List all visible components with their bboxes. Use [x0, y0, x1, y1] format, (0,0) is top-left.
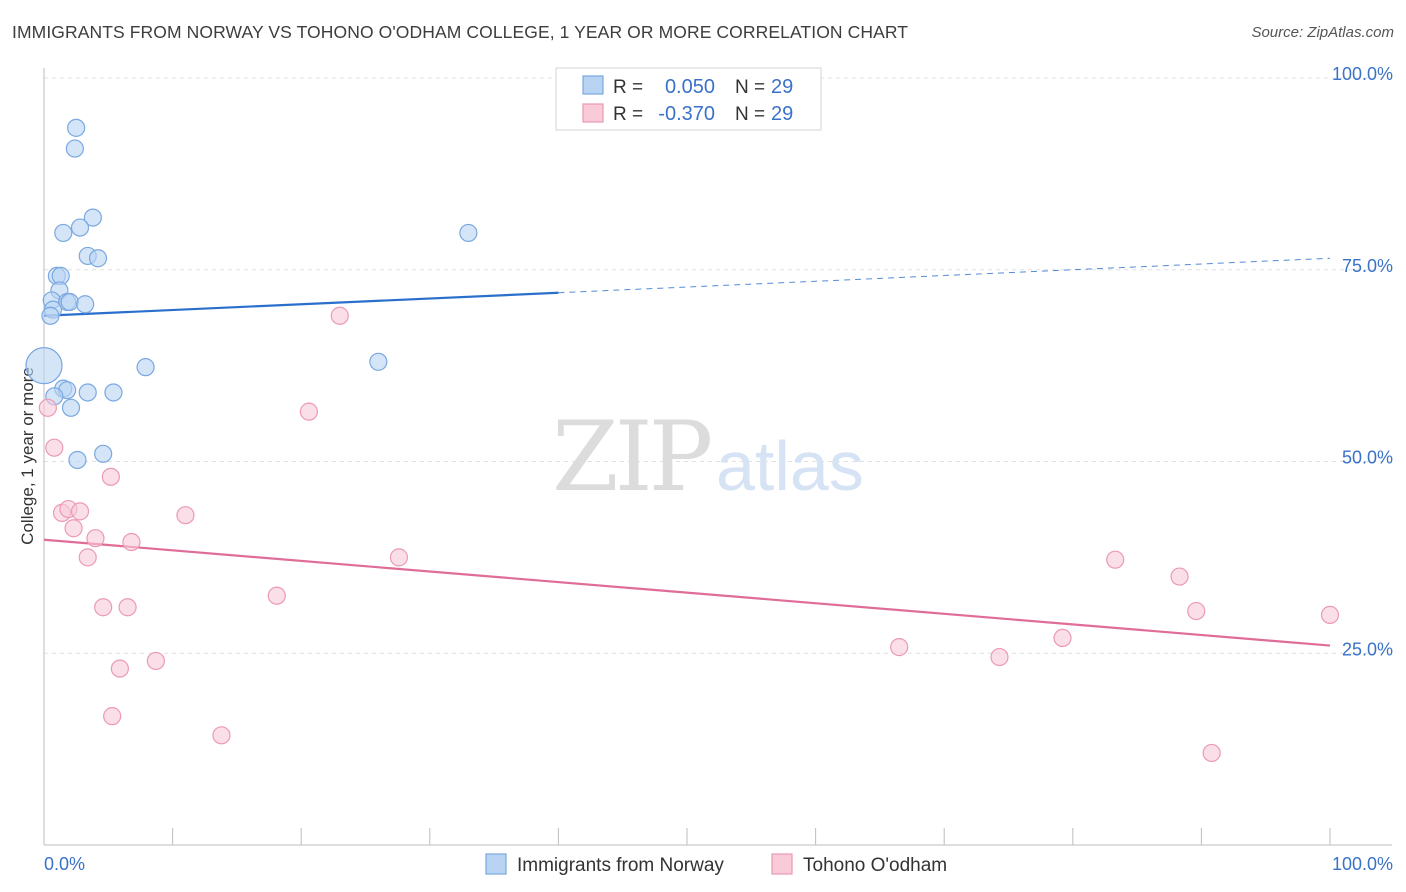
watermark-zip: ZIP	[552, 401, 711, 513]
norway-point	[70, 218, 90, 237]
norway-point	[60, 292, 79, 312]
norway-point	[65, 139, 84, 158]
tohono-point	[78, 548, 97, 567]
tohono-point	[330, 306, 349, 325]
tohono-point	[1320, 605, 1340, 625]
chart-source: Source: ZipAtlas.com	[1251, 24, 1394, 41]
grid-lines	[44, 77, 1392, 845]
stats-swatch-blue	[582, 75, 604, 95]
tohono-point	[45, 438, 64, 457]
y-tick-labels: 25.0% 50.0% 75.0% 100.0%	[1332, 64, 1393, 659]
chart-title: IMMIGRANTS FROM NORWAY VS TOHONO O'ODHAM…	[12, 22, 909, 42]
tohono-point	[212, 726, 231, 745]
tohono-point	[103, 707, 122, 726]
trend-line-norway-extrapolated	[558, 257, 1331, 294]
tohono-point	[101, 467, 120, 486]
norway-point	[104, 383, 123, 402]
trend-lines	[43, 257, 1331, 647]
tohono-point	[94, 598, 113, 617]
norway-point	[136, 358, 155, 377]
stats-r-value-2: -0.370	[658, 103, 715, 125]
y-tick-label: 100.0%	[1332, 64, 1393, 84]
y-tick-label: 25.0%	[1342, 639, 1393, 659]
stats-r-label-1: R =	[613, 77, 643, 98]
stats-n-value-2: 29	[771, 103, 793, 125]
watermark-atlas: atlas	[716, 427, 864, 505]
tohono-point	[118, 598, 137, 617]
stats-n-label-2: N =	[735, 104, 765, 125]
norway-point	[67, 118, 86, 137]
tohono-point	[990, 647, 1009, 667]
tohono-point	[38, 398, 57, 417]
stats-n-value-1: 29	[771, 76, 793, 98]
tohono-point	[110, 659, 129, 678]
stats-legend-box: R = 0.050 N = 29 R = -0.370 N = 29	[555, 67, 822, 131]
x-tick-label: 100.0%	[1332, 854, 1393, 874]
tohono-point	[146, 651, 165, 671]
tohono-point	[389, 548, 409, 567]
legend-label-norway: Immigrants from Norway	[517, 855, 724, 876]
stats-r-value-1: 0.050	[665, 76, 715, 98]
tohono-point	[1202, 743, 1221, 763]
y-axis-label: College, 1 year or more	[18, 367, 37, 545]
y-tick-label: 50.0%	[1342, 448, 1393, 468]
bottom-legend: Immigrants from Norway Tohono O'odham	[485, 853, 947, 876]
norway-point	[76, 295, 95, 314]
norway-point	[61, 398, 81, 417]
tohono-point	[122, 532, 141, 552]
tohono-point	[267, 586, 286, 605]
y-tick-label: 75.0%	[1342, 256, 1393, 276]
norway-point	[54, 223, 73, 243]
tohono-point	[299, 402, 319, 421]
tohono-point	[1053, 628, 1072, 648]
axes	[43, 68, 1392, 846]
data-points	[25, 118, 1340, 763]
tohono-point	[64, 519, 83, 538]
norway-point	[78, 383, 97, 402]
stats-n-label-1: N =	[735, 77, 765, 98]
stats-r-label-2: R =	[613, 104, 643, 125]
tohono-point	[70, 502, 90, 521]
legend-label-tohono: Tohono O'odham	[803, 855, 947, 876]
norway-point	[88, 249, 108, 268]
legend-swatch-tohono	[771, 853, 793, 875]
norway-point	[41, 306, 60, 325]
tohono-point	[86, 529, 105, 548]
norway-point	[83, 208, 102, 227]
norway-point	[459, 223, 478, 243]
legend-swatch-norway	[485, 853, 507, 875]
tohono-point	[1187, 601, 1206, 621]
tohono-point	[176, 506, 195, 525]
norway-point	[369, 352, 388, 371]
x-tick-label: 0.0%	[44, 854, 85, 874]
watermark: ZIP atlas	[552, 401, 864, 513]
x-tick-labels: 0.0% 100.0%	[44, 854, 1393, 874]
norway-point	[68, 450, 87, 470]
tohono-point	[890, 638, 909, 657]
norway-point	[25, 347, 63, 385]
norway-point	[94, 444, 113, 463]
trend-line-norway	[43, 291, 559, 317]
stats-swatch-pink	[582, 103, 604, 123]
trend-line-tohono	[43, 538, 1331, 647]
tohono-point	[1106, 550, 1125, 569]
tohono-point	[1170, 567, 1189, 586]
